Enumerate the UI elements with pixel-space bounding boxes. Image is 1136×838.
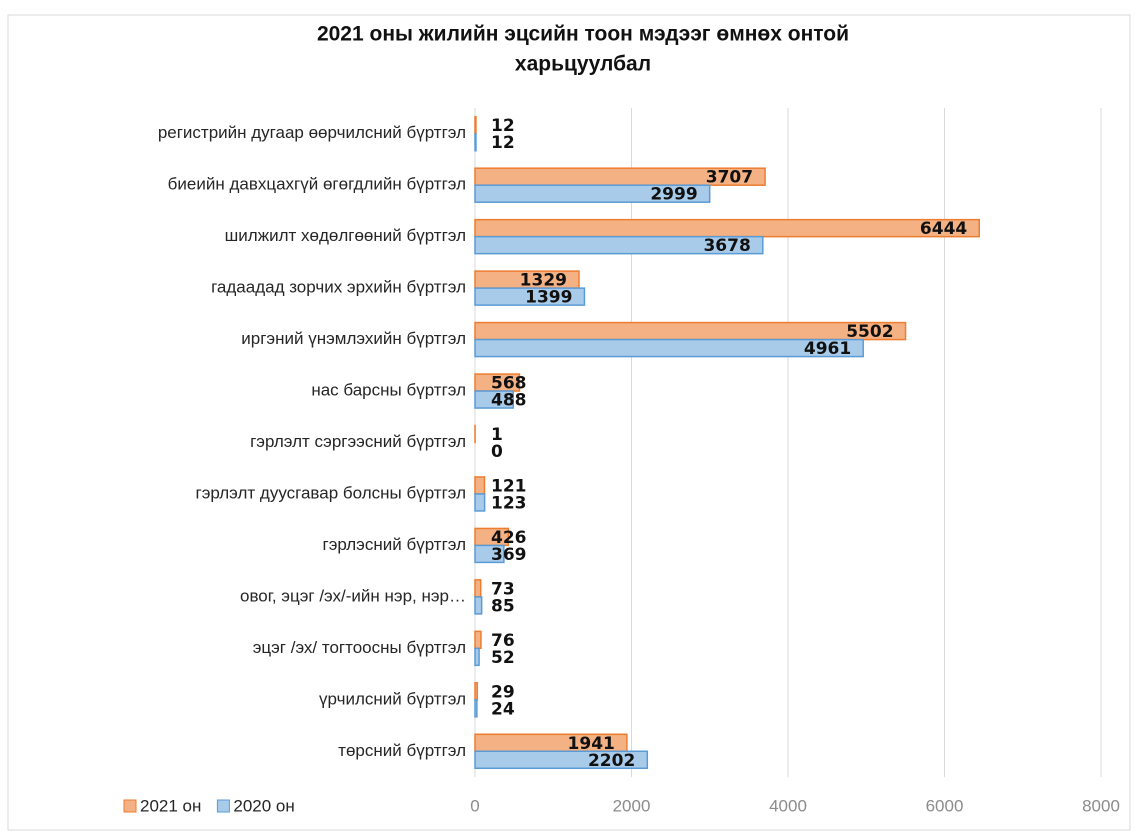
y-tick-label: регистрийн дугаар өөрчилсний бүртгэл xyxy=(158,123,466,142)
data-label: 1399 xyxy=(525,288,572,308)
legend-swatch xyxy=(124,800,136,812)
y-tick-label: овог, эцэг /эх/-ийн нэр, нэр… xyxy=(240,586,466,605)
legend-swatch xyxy=(217,800,229,812)
x-tick-label: 2000 xyxy=(613,796,651,815)
y-tick-label: эцэг /эх/ тогтоосны бүртгэл xyxy=(253,638,466,657)
data-label: 3678 xyxy=(703,236,750,256)
bar xyxy=(475,134,476,151)
bar xyxy=(475,683,477,700)
y-tick-label: иргэний үнэмлэхийн бүртгэл xyxy=(241,329,466,348)
data-label: 488 xyxy=(491,391,527,411)
data-label: 85 xyxy=(491,596,515,616)
x-tick-label: 0 xyxy=(470,796,479,815)
data-label: 2999 xyxy=(650,185,697,205)
data-label: 0 xyxy=(491,442,503,462)
legend-label: 2020 он xyxy=(233,796,294,815)
data-label: 369 xyxy=(491,545,527,565)
y-tick-label: гадаадад зорчих эрхийн бүртгэл xyxy=(211,278,466,297)
y-tick-label: төрсний бүртгэл xyxy=(338,741,466,760)
data-label: 24 xyxy=(491,699,515,719)
bar xyxy=(475,631,481,648)
legend-label: 2021 он xyxy=(140,796,201,815)
data-label: 123 xyxy=(491,493,527,513)
y-tick-label: биеийн давхцахгүй өгөгдлийн бүртгэл xyxy=(168,175,466,194)
y-tick-label: нас барсны бүртгэл xyxy=(311,381,466,400)
x-tick-label: 4000 xyxy=(769,796,807,815)
y-tick-label: гэрлэлт сэргээсний бүртгэл xyxy=(250,432,466,451)
data-label: 6444 xyxy=(920,219,967,239)
chart-title: 2021 оны жилийн эцсийн тоон мэдээг өмнөх… xyxy=(317,23,849,46)
bar xyxy=(475,477,484,494)
data-label: 12 xyxy=(491,133,515,153)
bar xyxy=(475,220,979,237)
y-tick-label: шилжилт хөдөлгөөний бүртгэл xyxy=(225,226,466,245)
y-tick-label: гэрлэсний бүртгэл xyxy=(323,535,466,554)
bar xyxy=(475,580,481,597)
data-label: 52 xyxy=(491,648,515,668)
bar xyxy=(475,700,477,717)
chart-title: харьцуулбал xyxy=(515,53,651,76)
x-tick-label: 6000 xyxy=(926,796,964,815)
x-tick-label: 8000 xyxy=(1082,796,1120,815)
y-tick-label: үрчилсний бүртгэл xyxy=(319,689,466,708)
data-label: 4961 xyxy=(804,339,851,359)
data-label: 2202 xyxy=(588,751,635,771)
y-tick-label: гэрлэлт дуусгавар болсны бүртгэл xyxy=(196,483,466,502)
bar xyxy=(475,597,482,614)
data-label: 3707 xyxy=(706,168,753,188)
bar xyxy=(475,648,479,665)
bar xyxy=(475,117,476,134)
bar xyxy=(475,494,485,511)
bar xyxy=(475,323,906,340)
